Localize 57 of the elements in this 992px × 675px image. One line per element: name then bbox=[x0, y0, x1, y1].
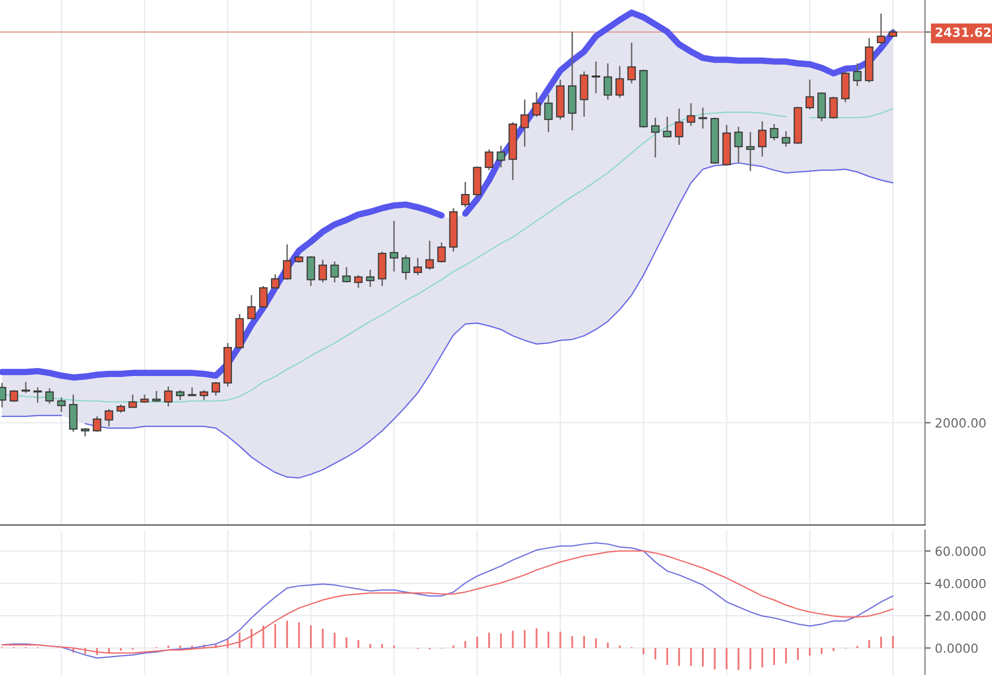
candlestick bbox=[10, 389, 18, 403]
candlestick bbox=[698, 107, 708, 130]
candlestick bbox=[461, 181, 470, 208]
candlestick bbox=[390, 220, 398, 272]
candlestick bbox=[686, 102, 696, 127]
candlestick bbox=[259, 285, 268, 308]
y-tick-label: 40.0000 bbox=[935, 578, 986, 588]
candlestick bbox=[770, 123, 778, 141]
y-tick-label: 2000.00 bbox=[936, 418, 986, 428]
candlestick bbox=[520, 98, 529, 148]
candlestick bbox=[366, 269, 374, 288]
candlestick bbox=[496, 145, 506, 168]
candlestick bbox=[57, 396, 66, 413]
candlestick bbox=[33, 386, 42, 404]
candlestick bbox=[200, 389, 208, 401]
candlestick bbox=[306, 255, 316, 287]
candlestick bbox=[318, 259, 327, 284]
candlestick bbox=[662, 116, 672, 138]
candlestick bbox=[615, 65, 624, 98]
candlestick bbox=[128, 394, 137, 408]
candlestick bbox=[806, 78, 814, 110]
candlestick bbox=[270, 274, 280, 290]
candlestick bbox=[22, 381, 30, 394]
candlestick bbox=[758, 120, 766, 158]
candlestick bbox=[104, 408, 114, 428]
candlestick bbox=[164, 386, 173, 408]
candlestick bbox=[544, 94, 553, 133]
candlestick bbox=[734, 126, 743, 164]
candlestick bbox=[604, 62, 612, 100]
candlestick bbox=[782, 130, 790, 148]
y-tick-label: 60.0000 bbox=[936, 546, 986, 556]
candlestick bbox=[152, 390, 161, 403]
candlestick bbox=[414, 257, 422, 276]
candlestick bbox=[746, 131, 755, 172]
candlestick bbox=[651, 116, 660, 158]
candlestick bbox=[425, 240, 434, 270]
y-tick-label: 20.0000 bbox=[936, 611, 986, 621]
candlestick bbox=[484, 148, 494, 171]
candlestick bbox=[853, 62, 862, 87]
candlestick bbox=[342, 266, 351, 284]
candlestick bbox=[592, 60, 600, 94]
candlestick bbox=[532, 92, 541, 118]
candlestick bbox=[92, 416, 102, 432]
candlestick bbox=[176, 389, 184, 401]
y-tick-label: 0.0000 bbox=[936, 643, 978, 653]
candlestick bbox=[437, 242, 446, 264]
candlestick bbox=[330, 260, 339, 284]
candlestick bbox=[45, 388, 54, 404]
candlestick bbox=[674, 108, 684, 146]
candlestick bbox=[627, 42, 636, 84]
candlestick bbox=[247, 294, 256, 320]
candlestick bbox=[402, 254, 410, 280]
candlestick bbox=[212, 381, 220, 396]
candlestick bbox=[829, 96, 838, 120]
candlestick bbox=[282, 244, 292, 280]
candlestick bbox=[354, 274, 363, 289]
y-tick-label: 2431.62 bbox=[936, 27, 991, 37]
